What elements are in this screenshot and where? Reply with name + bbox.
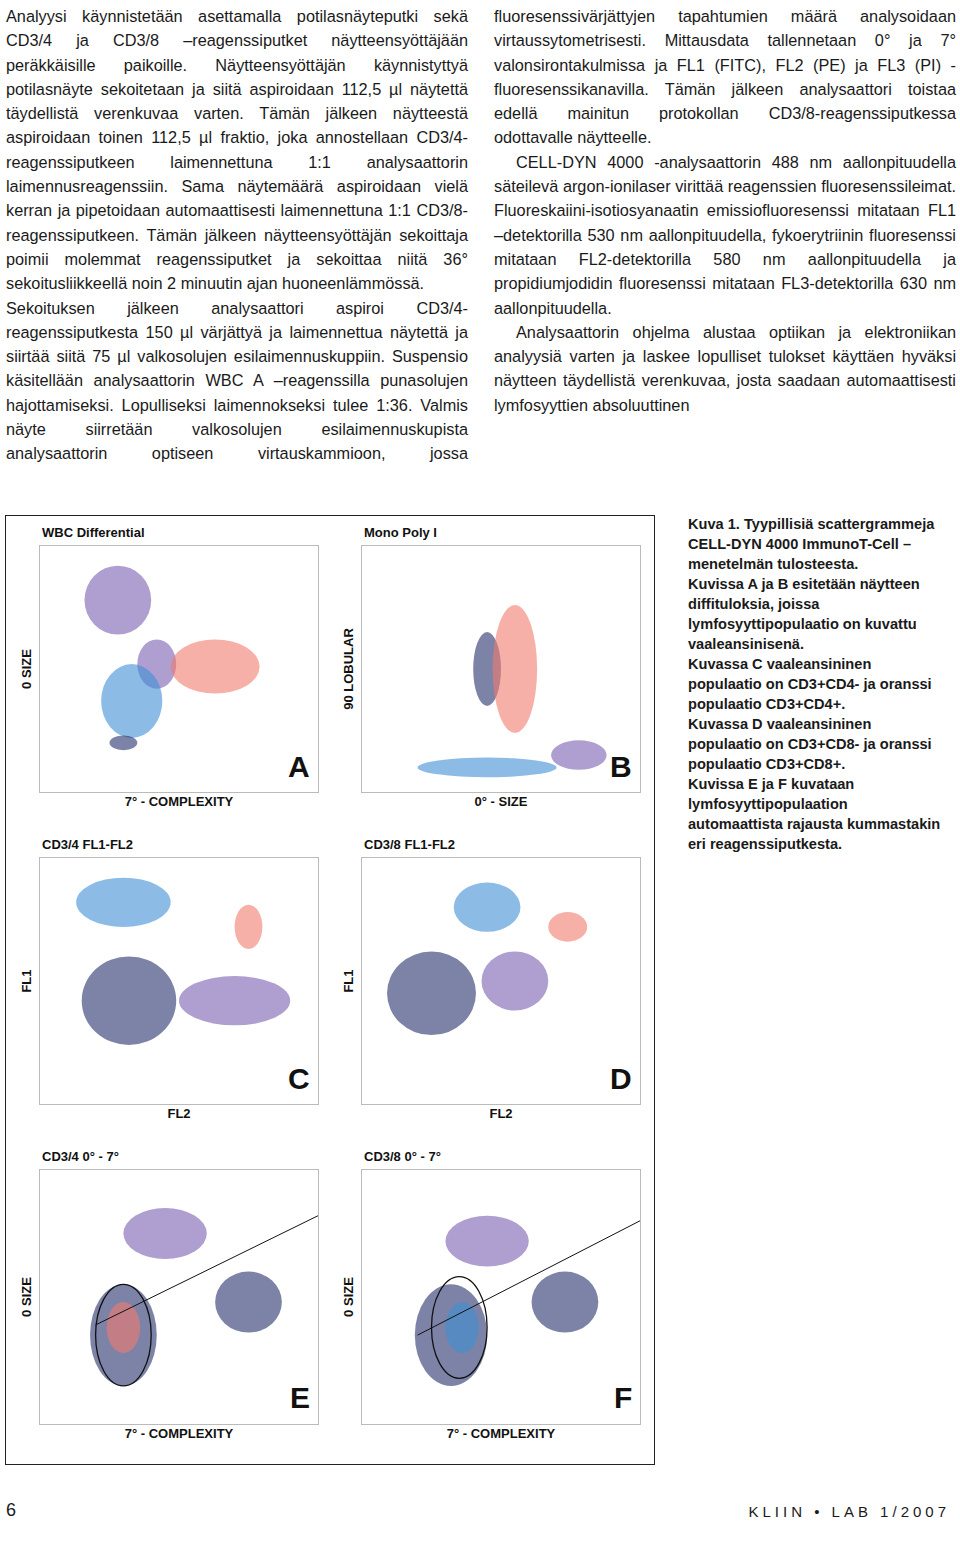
html-text:Kuvissa A ja B esitetään näytt: Kuvissa A ja B esitetään näytteen diffit…: [688, 576, 920, 652]
svg-text:FL1: FL1: [341, 969, 356, 992]
svg-text:Mono Poly I: Mono Poly I: [364, 525, 437, 540]
html-text:Kuvissa E ja F kuvataan lymfos: Kuvissa E ja F kuvataan lymfosyyttipopul…: [688, 776, 941, 852]
svg-text:90 LOBULAR: 90 LOBULAR: [341, 628, 356, 710]
html-text:Analysaattorin ohjelma alustaa: Analysaattorin ohjelma alustaa optiikan …: [494, 322, 956, 414]
svg-text:7° - COMPLEXITY: 7° - COMPLEXITY: [447, 1426, 556, 1441]
svg-text:D: D: [610, 1062, 632, 1095]
svg-text:CD3/4 FL1-FL2: CD3/4 FL1-FL2: [42, 837, 133, 852]
svg-text:0 SIZE: 0 SIZE: [19, 649, 34, 689]
svg-text:B: B: [610, 750, 632, 783]
svg-text:0° - SIZE: 0° - SIZE: [475, 794, 528, 809]
svg-text:7° - COMPLEXITY: 7° - COMPLEXITY: [125, 794, 234, 809]
svg-text:CD3/8 FL1-FL2: CD3/8 FL1-FL2: [364, 837, 455, 852]
svg-text:CD3/8 0° - 7°: CD3/8 0° - 7°: [364, 1149, 441, 1164]
html-text:Kuvassa D vaaleansininen popul: Kuvassa D vaaleansininen populaatio on C…: [688, 716, 932, 772]
svg-text:FL2: FL2: [167, 1106, 190, 1121]
svg-text:0 SIZE: 0 SIZE: [19, 1277, 34, 1317]
html-text:KLIIN • LAB 1/2007: KLIIN • LAB 1/2007: [748, 1503, 950, 1520]
html-text:Kuva 1. Tyypillisiä scattergra: Kuva 1. Tyypillisiä scattergrammeja CELL…: [688, 516, 935, 572]
svg-text:FL2: FL2: [489, 1106, 512, 1121]
html-text:6: 6: [6, 1500, 16, 1520]
svg-text:E: E: [290, 1381, 310, 1414]
html-text:Sekoituksen jälkeen analysaatt: Sekoituksen jälkeen analysaattori aspiro…: [6, 7, 956, 463]
svg-text:WBC Differential: WBC Differential: [42, 525, 145, 540]
svg-text:FL1: FL1: [19, 969, 34, 992]
svg-text:CD3/4 0° - 7°: CD3/4 0° - 7°: [42, 1149, 119, 1164]
svg-text:A: A: [288, 750, 310, 783]
svg-text:0 SIZE: 0 SIZE: [341, 1277, 356, 1317]
svg-text:C: C: [288, 1062, 310, 1095]
svg-text:F: F: [614, 1381, 632, 1414]
svg-text:7° - COMPLEXITY: 7° - COMPLEXITY: [125, 1426, 234, 1441]
html-text:Kuvassa C vaaleansininen popul: Kuvassa C vaaleansininen populaatio on C…: [688, 656, 932, 712]
html-text:Analyysi käynnistetään asettam: Analyysi käynnistetään asettamalla potil…: [6, 7, 468, 293]
html-text:CELL-DYN 4000 -analysaattorin: CELL-DYN 4000 -analysaattorin 488 nm aal…: [494, 152, 956, 317]
